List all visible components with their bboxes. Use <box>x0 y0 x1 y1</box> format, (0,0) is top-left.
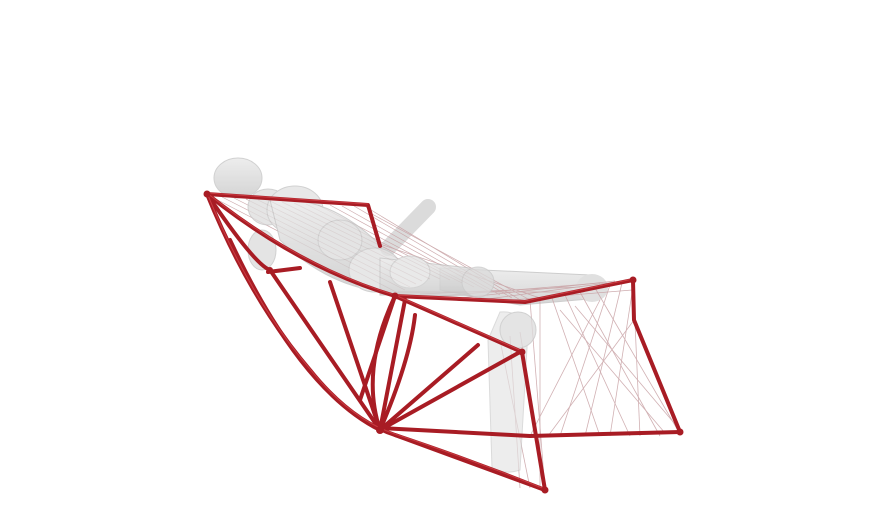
frame-strut <box>378 350 522 432</box>
frame-joints <box>203 190 684 494</box>
joint-node <box>376 426 384 434</box>
frame-highlights <box>206 192 634 490</box>
frame-back-rail <box>205 192 382 248</box>
frame-strut <box>328 280 382 432</box>
frame-strut <box>378 313 417 432</box>
reclining-figure <box>213 157 537 473</box>
frame-legrest-bar <box>631 278 682 434</box>
figure-knee-front <box>499 311 537 349</box>
frame-strut <box>358 294 397 402</box>
frame-strut <box>378 298 407 432</box>
frame-seat-front <box>393 278 635 304</box>
joint-node <box>203 190 211 198</box>
leg-string-mesh <box>499 279 681 491</box>
frame-base-rail <box>393 433 547 492</box>
frame-front-leg <box>520 350 547 492</box>
frame-seat-edge <box>205 192 524 354</box>
figure-waist <box>317 219 363 261</box>
figure-knee <box>389 255 431 289</box>
figure-calf <box>461 266 495 298</box>
frame-rocker-inner <box>228 238 382 432</box>
figure-arm <box>380 199 436 256</box>
frame-strut <box>268 268 382 432</box>
joint-node <box>541 486 549 494</box>
frame-strut <box>378 343 480 432</box>
joint-node <box>676 428 684 436</box>
joint-node <box>267 267 273 273</box>
frame-bottom-rail <box>378 426 682 438</box>
joint-node <box>518 348 526 356</box>
frame-left-side <box>205 192 272 272</box>
chair-frame <box>205 192 682 492</box>
joint-node <box>391 292 399 300</box>
figure-head <box>213 157 263 199</box>
frame-small-bar <box>266 266 302 274</box>
joint-node <box>629 276 637 284</box>
